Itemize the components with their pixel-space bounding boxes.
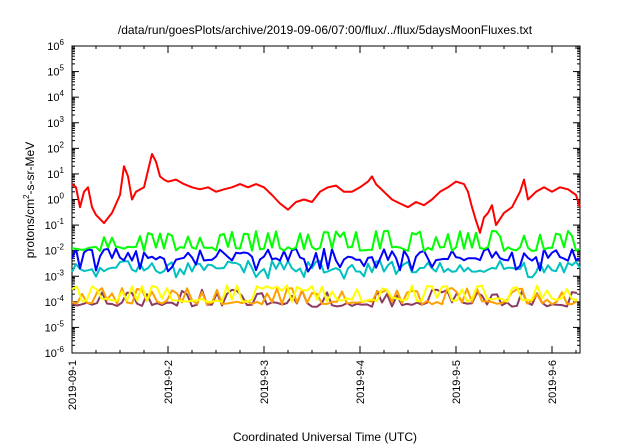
series-line-5 [71,287,578,306]
y-tick-label: 106 [47,38,64,53]
series-line-1 [71,229,581,253]
y-tick-label: 10-1 [45,217,65,232]
y-tick-label-base: 10 [45,271,57,283]
x-tick-label: 2019-9-6 [547,360,559,404]
y-tick-label-exp: -3 [57,268,65,277]
y-tick-label-base: 10 [47,118,59,130]
x-tick-label: 2019-09-1 [67,360,79,410]
y-tick-label-exp: 1 [60,166,65,175]
y-tick-label: 10-6 [45,345,65,360]
series-line-4 [71,284,578,303]
y-tick-label-exp: 0 [60,192,65,201]
y-tick-label-exp: 2 [60,140,65,149]
y-tick-label: 102 [47,140,64,155]
x-tick-label: 2019-9-2 [163,360,175,404]
x-tick-label: 2019-9-5 [451,360,463,404]
y-tick-label-exp: -1 [57,217,65,226]
y-tick-label-exp: 3 [60,115,65,124]
y-tick-label: 10-4 [45,294,65,309]
y-tick-label: 10-3 [45,268,65,283]
series-line-0 [71,153,581,234]
y-axis-label-sup: 2 [22,194,31,199]
y-axis: 10-610-510-410-310-210-11001011021031041… [45,38,580,360]
y-tick-label-exp: -5 [57,319,65,328]
y-axis-label-post: -s-sr-MeV [23,142,37,195]
y-tick-label-exp: -4 [57,294,65,303]
y-tick-label-exp: -6 [57,345,65,354]
y-tick-label-exp: 5 [60,64,65,73]
series-line-6 [71,288,578,308]
y-tick-label-exp: -2 [57,243,65,252]
y-axis-label: protons/cm2-s-sr-MeV [22,142,37,258]
series-line-3 [71,259,581,280]
chart-title: /data/run/goesPlots/archive/2019-09-06/0… [118,23,533,37]
series-layer [71,153,581,308]
y-tick-label: 10-2 [45,243,65,258]
y-tick-label: 105 [47,64,64,79]
plot-area: 10-610-510-410-310-210-11001011021031041… [45,38,581,410]
y-tick-label-base: 10 [45,246,57,258]
y-tick-label-base: 10 [47,169,59,181]
y-tick-label-base: 10 [47,92,59,104]
plot-frame [71,45,581,354]
y-tick-label-base: 10 [45,348,57,360]
y-axis-label-pre: protons/cm [23,199,37,258]
y-tick-label: 100 [47,192,64,207]
y-tick-label-base: 10 [47,195,59,207]
y-tick-label-base: 10 [45,220,57,232]
y-tick-label: 101 [47,166,64,181]
y-tick-label-exp: 6 [60,38,65,47]
x-axis-label: Coordinated Universal Time (UTC) [233,430,417,444]
y-tick-label: 104 [47,89,64,104]
y-tick-label-base: 10 [47,67,59,79]
y-tick-label-exp: 4 [60,89,65,98]
x-tick-label: 2019-9-3 [259,360,271,404]
x-axis: 2019-09-1 2019-9-2 2019-9-3 2019-9-4 2019-9-… [67,46,577,410]
series-line-2 [71,247,581,273]
y-tick-label: 10-5 [45,319,65,334]
x-tick-label: 2019-9-4 [355,360,367,404]
y-tick-label-base: 10 [45,297,57,309]
y-tick-label-base: 10 [47,41,59,53]
y-tick-label-base: 10 [45,322,57,334]
y-tick-label-base: 10 [47,143,59,155]
y-tick-label: 103 [47,115,64,130]
